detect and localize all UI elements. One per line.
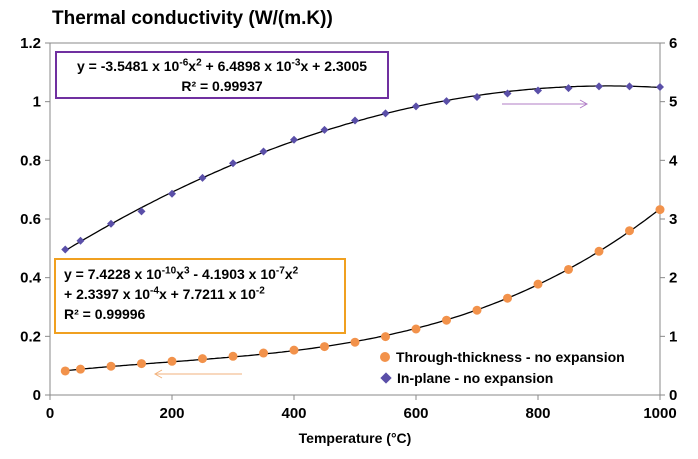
data-point-in-plane <box>625 82 634 91</box>
data-point-in-plane <box>137 207 146 216</box>
data-point-in-plane <box>168 189 176 198</box>
legend-label-in-plane: In-plane - no expansion <box>397 369 554 386</box>
data-point-in-plane <box>503 89 512 98</box>
through-thickness-equation-box: y = 7.4228 x 10-10x3 - 4.1903 x 10-7x2 +… <box>54 258 346 334</box>
data-point-in-plane <box>320 125 329 134</box>
y-left-tick-label: 0 <box>33 387 41 404</box>
y-right-tick-label: 3 <box>669 211 677 228</box>
y-left-tick-label: 1.2 <box>20 35 41 52</box>
arrow-to-left-axis-head <box>153 369 163 379</box>
y-right-tick-label: 1 <box>669 328 677 345</box>
diamond-marker-icon <box>380 371 392 384</box>
trendline-in-plane <box>64 85 661 252</box>
y-right-tick-label: 5 <box>669 94 677 111</box>
y-right-tick-label: 6 <box>669 35 677 52</box>
data-point-in-plane <box>473 92 481 101</box>
data-point-through-thickness <box>350 337 360 347</box>
legend: Through-thickness - no expansion In-plan… <box>380 346 625 388</box>
y-left-tick-label: 0.6 <box>20 211 41 228</box>
x-tick-label: 400 <box>281 405 306 422</box>
data-point-through-thickness <box>198 354 207 364</box>
data-point-in-plane <box>61 245 70 254</box>
data-point-through-thickness <box>76 364 85 374</box>
data-point-in-plane <box>259 147 268 156</box>
data-point-in-plane <box>229 159 237 168</box>
x-tick-label: 800 <box>525 405 550 422</box>
through-r-squared: R² = 0.99996 <box>64 306 146 322</box>
data-point-through-thickness <box>564 264 573 274</box>
x-tick-label: 600 <box>403 405 428 422</box>
legend-item-through-thickness: Through-thickness - no expansion <box>380 346 625 367</box>
data-point-in-plane <box>351 116 359 125</box>
data-point-through-thickness <box>625 226 634 236</box>
data-point-in-plane <box>656 83 664 91</box>
y-left-tick-label: 0.2 <box>20 328 41 345</box>
data-point-through-thickness <box>259 348 268 358</box>
data-point-through-thickness <box>442 315 451 325</box>
x-axis-label: Temperature (°C) <box>299 430 412 446</box>
y-right-tick-label: 0 <box>669 387 677 404</box>
inplane-r-squared: R² = 0.99937 <box>181 78 263 94</box>
data-point-through-thickness <box>472 305 482 315</box>
y-right-tick-label: 2 <box>669 270 677 287</box>
y-left-tick-label: 0.8 <box>20 152 41 169</box>
y-left-tick-label: 1 <box>33 94 41 111</box>
x-tick-label: 0 <box>46 405 54 422</box>
through-equation-line2: + 2.3397 x 10-4x + 7.7211 x 10-2 <box>64 285 265 302</box>
circle-marker-icon <box>380 351 390 362</box>
data-point-through-thickness <box>320 342 329 352</box>
x-tick-label: 200 <box>159 405 184 422</box>
data-point-through-thickness <box>594 246 604 256</box>
legend-label-through-thickness: Through-thickness - no expansion <box>396 348 625 365</box>
data-point-in-plane <box>564 84 573 93</box>
through-equation-line1: y = 7.4228 x 10-10x3 - 4.1903 x 10-7x2 <box>64 265 299 282</box>
data-point-in-plane <box>76 236 85 245</box>
data-point-through-thickness <box>137 359 146 369</box>
y-right-tick-label: 4 <box>669 152 678 169</box>
data-point-in-plane <box>595 82 603 91</box>
data-point-through-thickness <box>533 279 543 289</box>
inplane-equation: y = -3.5481 x 10-6x2 + 6.4898 x 10-3x + … <box>76 57 368 74</box>
data-point-in-plane <box>442 97 451 106</box>
data-point-in-plane <box>290 135 298 144</box>
data-point-in-plane <box>107 219 115 228</box>
data-point-in-plane <box>534 86 542 95</box>
data-point-in-plane <box>412 102 420 111</box>
data-point-through-thickness <box>106 361 116 371</box>
legend-item-in-plane: In-plane - no expansion <box>380 367 625 388</box>
chart-title: Thermal conductivity (W/(m.K)) <box>52 8 333 29</box>
data-point-in-plane <box>198 173 207 182</box>
data-point-through-thickness <box>289 345 299 355</box>
data-point-through-thickness <box>167 356 177 366</box>
x-tick-label: 1000 <box>643 405 676 422</box>
data-point-in-plane <box>381 109 390 118</box>
data-point-through-thickness <box>60 366 70 376</box>
y-left-tick-label: 0.4 <box>20 270 42 287</box>
data-point-through-thickness <box>228 351 238 361</box>
arrow-to-right-axis-head <box>579 99 589 109</box>
data-point-through-thickness <box>503 293 512 303</box>
data-point-through-thickness <box>655 205 665 215</box>
trendline-through-thickness <box>65 208 661 372</box>
data-point-through-thickness <box>411 324 421 334</box>
inplane-equation-box: y = -3.5481 x 10-6x2 + 6.4898 x 10-3x + … <box>55 51 389 99</box>
data-point-through-thickness <box>381 332 390 342</box>
